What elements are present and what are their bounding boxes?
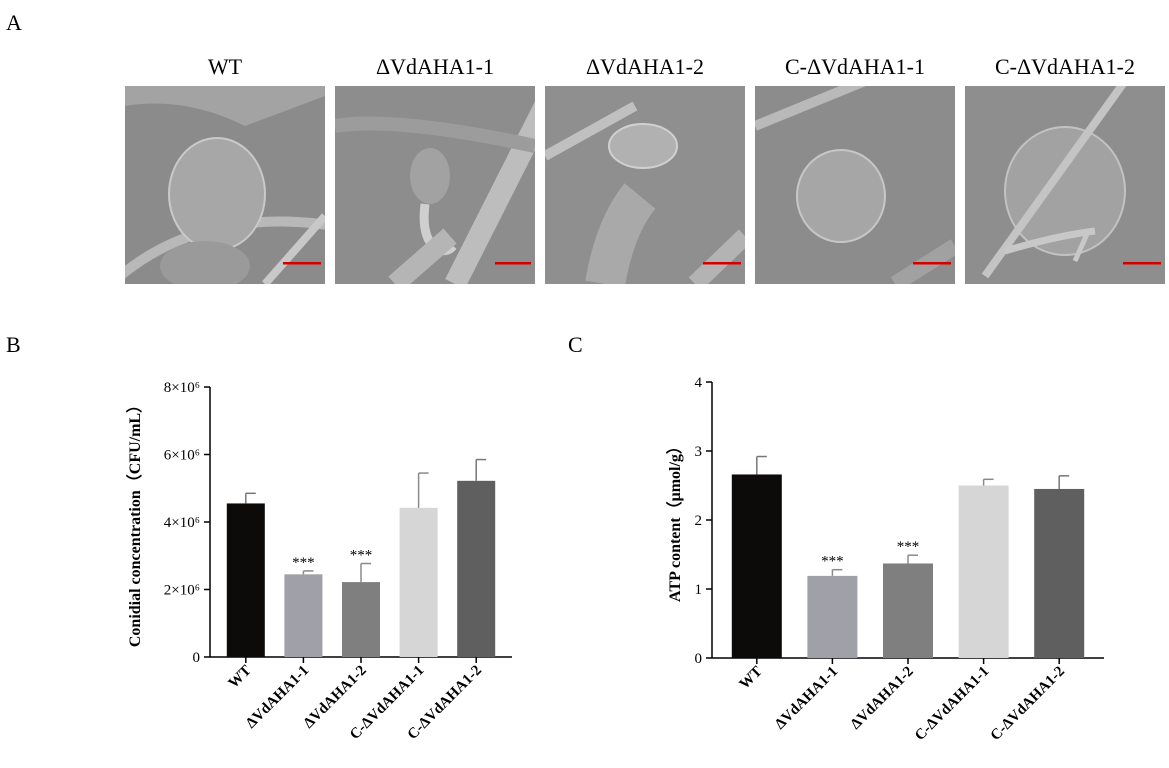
scale-bar — [913, 262, 951, 265]
sem-image-complement-2 — [965, 86, 1165, 284]
x-tick-label: WT — [737, 664, 766, 693]
significance-label: *** — [821, 554, 844, 570]
sem-image-mutant-2 — [545, 86, 745, 284]
sem-image-mutant-1 — [335, 86, 535, 284]
sem-image-complement-1 — [755, 86, 955, 284]
bar — [1034, 488, 1085, 658]
y-tick-label: 0 — [695, 651, 703, 667]
y-tick-label: 3 — [695, 444, 703, 460]
bar — [342, 582, 380, 657]
bar — [399, 507, 438, 657]
sem-label-complement-1: C-ΔVdAHA1-1 — [784, 54, 926, 79]
y-tick-label: 2 — [695, 513, 703, 529]
bar — [958, 485, 1009, 658]
y-tick-label: 1 — [695, 582, 703, 598]
y-tick-label: 8×10⁶ — [164, 380, 200, 396]
y-axis-label: ATP content（μmol/g） — [666, 438, 684, 602]
x-tick-label: C-ΔVdAHA1-2 — [988, 664, 1068, 744]
bar — [284, 574, 323, 657]
bar — [883, 563, 933, 658]
y-tick-label: 4×10⁶ — [164, 515, 200, 531]
sem-label-complement-2: C-ΔVdAHA1-2 — [994, 54, 1136, 79]
significance-label: *** — [292, 555, 315, 571]
conidial-concentration-chart: 0 2×10⁶ 4×10⁶ 6×10⁶ 8×10⁶ Conidial concentrat… — [126, 380, 512, 743]
y-axis-label: Conidial concentration（CFU/mL） — [126, 397, 144, 647]
y-tick-label: 0 — [193, 650, 201, 666]
bar — [226, 503, 265, 657]
x-tick-label: ΔVdAHA1-2 — [848, 664, 917, 733]
sem-label-mutant-2: ΔVdAHA1-2 — [585, 54, 705, 79]
significance-label: *** — [350, 548, 373, 564]
bar — [807, 575, 858, 658]
sem-label-wt: WT — [207, 54, 243, 79]
scale-bar — [283, 262, 321, 265]
panel-label-c: C — [568, 332, 583, 357]
panel-label-a: A — [6, 10, 22, 35]
scale-bar — [703, 262, 741, 265]
bar — [457, 480, 496, 657]
scale-bar — [495, 262, 531, 265]
y-tick-label: 6×10⁶ — [164, 448, 200, 464]
y-tick-label: 4 — [695, 375, 703, 391]
bar — [731, 474, 782, 658]
sem-label-mutant-1: ΔVdAHA1-1 — [375, 54, 495, 79]
sem-image-wt — [125, 86, 325, 284]
y-tick-label: 2×10⁶ — [164, 583, 200, 599]
panel-label-b: B — [6, 332, 21, 357]
x-tick-label: C-ΔVdAHA1-1 — [912, 664, 992, 744]
scale-bar — [1123, 262, 1161, 265]
significance-label: *** — [897, 539, 920, 555]
x-tick-label: ΔVdAHA1-1 — [772, 664, 841, 733]
